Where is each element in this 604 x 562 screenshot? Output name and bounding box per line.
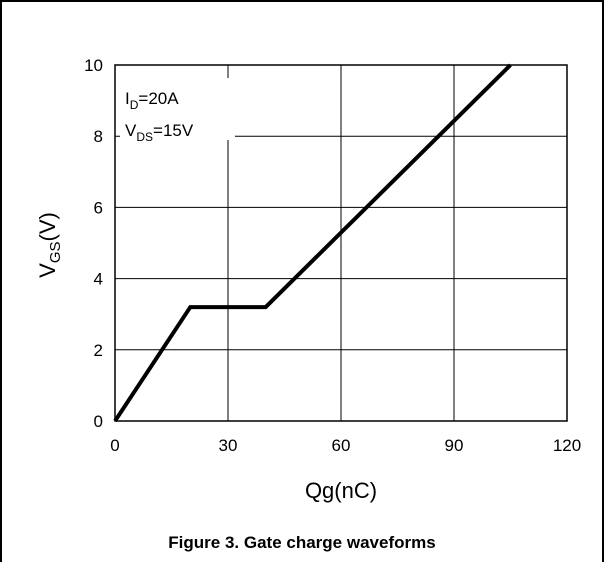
y-tick-label: 6 [94, 198, 103, 217]
y-axis-title: VGS(V) [35, 212, 64, 278]
y-tick-label: 4 [94, 270, 103, 289]
x-tick-labels: 0 30 60 90 120 [110, 436, 581, 455]
gate-charge-chart: 0 2 4 6 8 10 0 30 60 90 120 ID=20A VDS=15V Qg(nC)… [35, 56, 581, 503]
x-axis-title: Qg(nC) [305, 478, 377, 503]
series-line [113, 63, 512, 423]
y-tick-label: 8 [94, 127, 103, 146]
x-tick-label: 120 [553, 436, 581, 455]
y-tick-label: 2 [94, 341, 103, 360]
x-tick-label: 30 [219, 436, 238, 455]
y-tick-label: 10 [84, 56, 103, 75]
y-tick-label: 0 [94, 412, 103, 431]
x-tick-label: 90 [445, 436, 464, 455]
x-tick-label: 0 [110, 436, 119, 455]
x-tick-label: 60 [332, 436, 351, 455]
y-tick-labels: 0 2 4 6 8 10 [84, 56, 103, 431]
annotation-vds: VDS=15V [125, 121, 194, 144]
annotation-id: ID=20A [125, 89, 179, 112]
figure-caption: Figure 3. Gate charge waveforms [168, 533, 436, 552]
plot-area-border [114, 64, 568, 422]
annotation-background [120, 78, 235, 140]
